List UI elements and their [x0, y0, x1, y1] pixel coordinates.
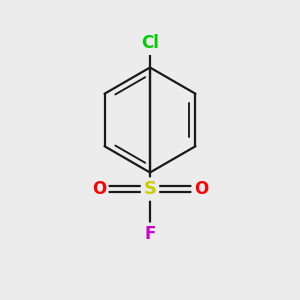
Text: O: O	[92, 180, 106, 198]
Text: S: S	[143, 180, 157, 198]
Text: Cl: Cl	[141, 34, 159, 52]
Text: O: O	[194, 180, 208, 198]
Text: F: F	[144, 225, 156, 243]
